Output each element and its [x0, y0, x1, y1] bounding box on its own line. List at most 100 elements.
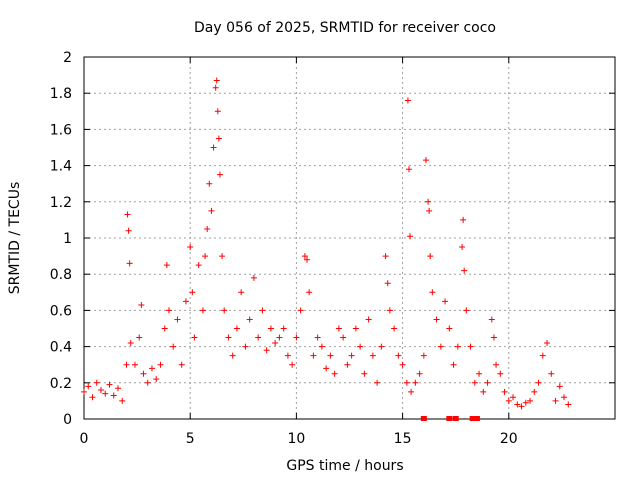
data-point [335, 325, 342, 332]
data-point [407, 233, 414, 240]
data-point [450, 361, 457, 368]
data-point [460, 216, 467, 223]
data-point [85, 383, 92, 390]
data-point [216, 171, 223, 178]
data-point [106, 381, 113, 388]
data-point [405, 166, 412, 173]
data-point [136, 334, 143, 341]
data-point [505, 397, 512, 404]
axis-ticks [83, 56, 615, 420]
data-point [102, 390, 109, 397]
data-point [510, 394, 517, 401]
y-axis-label: SRMTID / TECUs [7, 182, 23, 295]
data-point [395, 352, 402, 359]
data-point [426, 207, 433, 214]
zero-marker [473, 416, 480, 421]
data-point [323, 365, 330, 372]
data-point [174, 316, 181, 323]
data-point [425, 198, 432, 205]
data-point [215, 135, 222, 142]
data-point [427, 253, 434, 260]
data-point [561, 394, 568, 401]
y-tick-label: 0.4 [50, 340, 72, 356]
data-point [331, 370, 338, 377]
data-point [378, 343, 385, 350]
y-tick-label: 0.6 [50, 303, 72, 319]
data-point [163, 262, 170, 269]
data-point [539, 352, 546, 359]
data-point [369, 352, 376, 359]
data-point [81, 388, 87, 395]
data-point [144, 379, 151, 386]
data-point [97, 387, 104, 394]
data-point [476, 370, 483, 377]
data-point [289, 361, 296, 368]
x-tick-label: 10 [287, 431, 305, 447]
data-point [484, 379, 491, 386]
data-point [284, 352, 291, 359]
data-point [422, 157, 429, 164]
data-point [461, 267, 468, 274]
data-point [259, 307, 266, 314]
data-point [480, 388, 487, 395]
data-point [140, 370, 147, 377]
data-point [514, 401, 521, 408]
data-point [238, 289, 245, 296]
data-point [250, 274, 257, 281]
y-tick-label: 1.8 [50, 86, 72, 102]
data-point [442, 298, 449, 305]
data-point [123, 361, 130, 368]
data-point [459, 244, 466, 251]
y-tick-label: 0.2 [50, 376, 72, 392]
data-point [384, 280, 391, 287]
data-point [352, 325, 359, 332]
data-point [206, 180, 213, 187]
data-point [213, 77, 220, 84]
y-tick-label: 0.8 [50, 267, 72, 283]
data-point [552, 397, 559, 404]
data-point [374, 379, 381, 386]
axis-tick-labels: 00.20.40.60.811.21.41.61.820 5 10 15 20 [50, 50, 518, 447]
data-point [195, 262, 202, 269]
data-point [131, 361, 138, 368]
zero-marker [469, 416, 476, 421]
data-point [221, 307, 228, 314]
data-point [219, 253, 226, 260]
data-point [210, 144, 217, 151]
x-axis-label: GPS time / hours [286, 458, 403, 474]
data-point [263, 347, 270, 354]
y-tick-label: 0 [63, 412, 72, 428]
data-point [471, 379, 478, 386]
zero-marker [452, 416, 459, 421]
data-point [497, 370, 504, 377]
y-tick-label: 1 [63, 231, 72, 247]
data-point [246, 316, 253, 323]
data-point [501, 388, 508, 395]
data-point [318, 343, 325, 350]
data-point [301, 253, 308, 260]
data-point [548, 370, 555, 377]
data-point [454, 343, 461, 350]
data-point [340, 334, 347, 341]
data-point [204, 225, 211, 232]
data-point [493, 361, 500, 368]
data-point [463, 307, 470, 314]
data-point [437, 343, 444, 350]
data-point [306, 289, 313, 296]
data-point [242, 343, 249, 350]
data-point [293, 334, 300, 341]
data-point [535, 379, 542, 386]
grid-lines [84, 57, 615, 419]
data-point [119, 397, 126, 404]
data-point [214, 108, 221, 115]
data-point [490, 334, 497, 341]
data-point [178, 361, 185, 368]
data-point [304, 256, 311, 263]
data-point [138, 301, 145, 308]
zero-marker [420, 416, 427, 421]
data-point [191, 334, 198, 341]
data-point [148, 365, 155, 372]
data-point [531, 388, 538, 395]
data-point [399, 361, 406, 368]
